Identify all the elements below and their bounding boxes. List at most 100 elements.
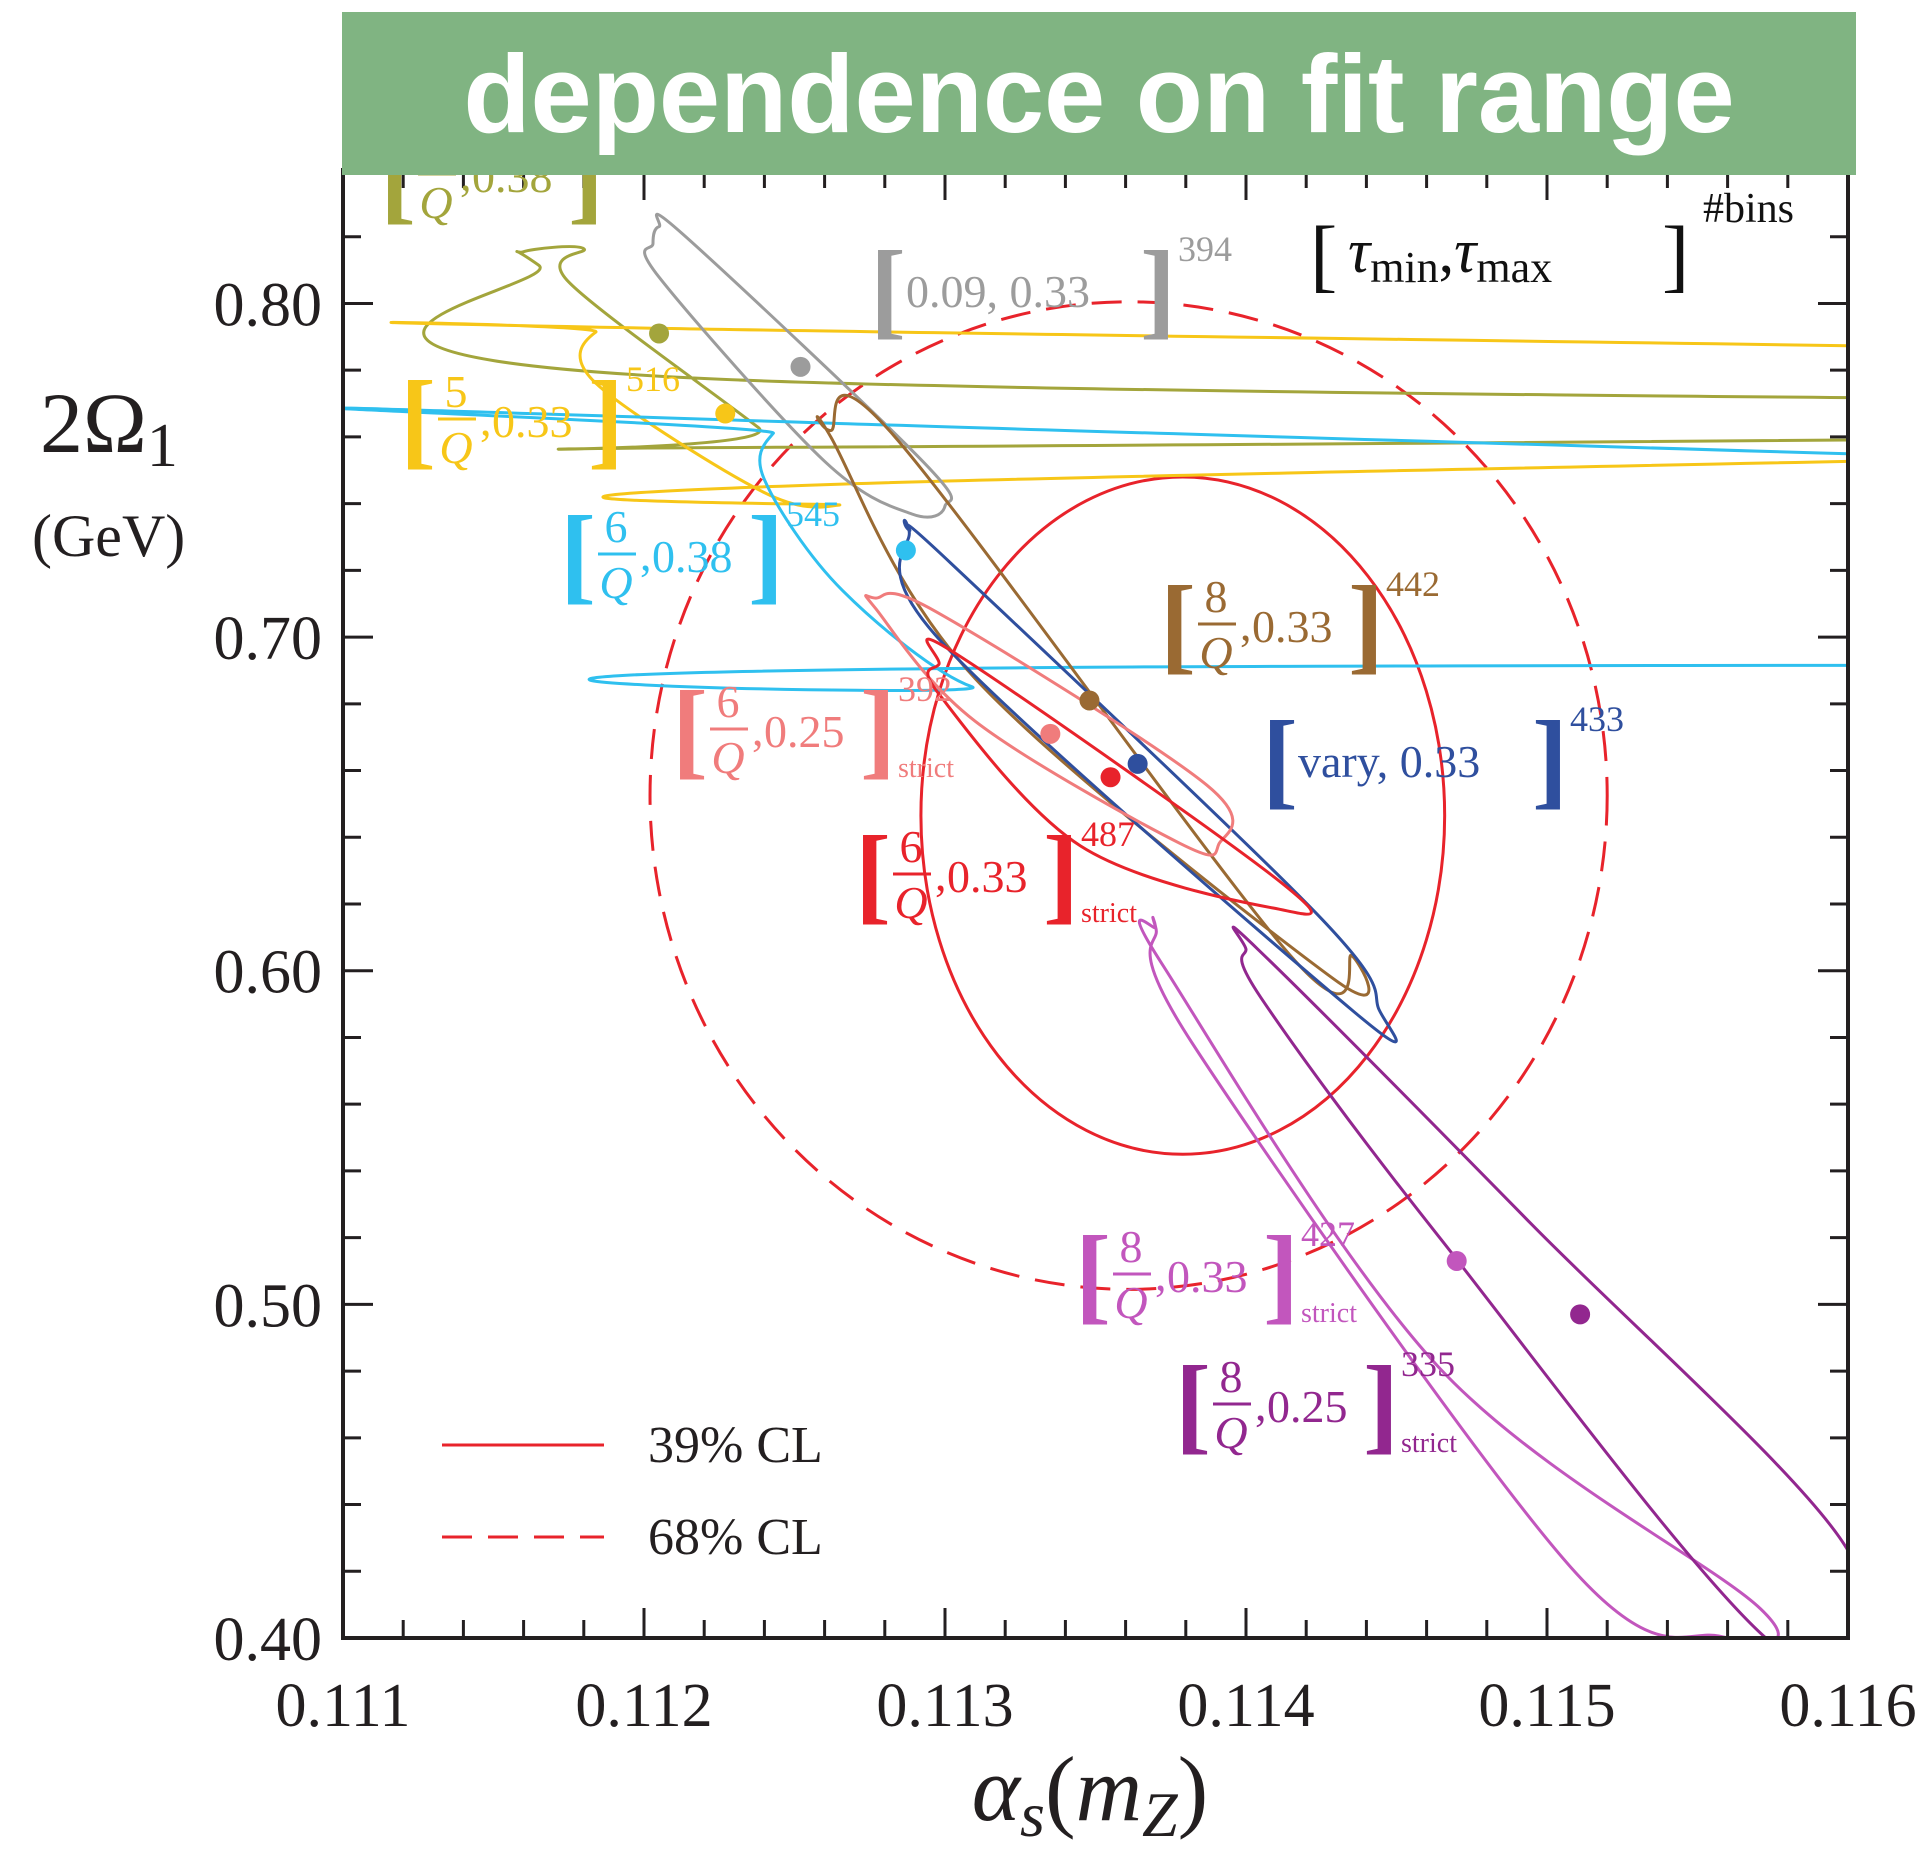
y-axis-unit-label: (GeV): [32, 503, 185, 569]
annotation-7: [6Q, 0.33] 487 strict: [855, 814, 1137, 934]
x-tick-label: 0.113: [876, 1672, 1013, 1740]
x-tick-label: 0.112: [575, 1672, 712, 1740]
annotation-numerator: 6: [605, 501, 628, 552]
contour-series-0: [422, 245, 1848, 451]
annotation-bracket-open: [: [1262, 700, 1298, 819]
confidence-ellipses: [648, 300, 1609, 1291]
annotation-bins: 427: [1301, 1214, 1355, 1254]
legend-label-39: 39% CL: [648, 1417, 823, 1474]
annotation-bracket-close: ]: [588, 360, 624, 479]
y-tick-label: 0.60: [214, 939, 323, 1007]
annotation-strict: strict: [1301, 1298, 1357, 1329]
fit-range-key: [ τmin,τmax ] #bins: [1310, 186, 1794, 300]
annotation-bracket-open: [: [1160, 565, 1196, 684]
annotation-bins: 394: [1178, 229, 1232, 269]
annotation-numerator: 6: [717, 676, 740, 727]
annotation-value: 0.33: [947, 851, 1028, 902]
annotation-comma: ,: [1255, 1379, 1267, 1430]
annotation-bracket-open: [: [560, 495, 596, 614]
annotation-5: [vary, 0.33] 433: [1262, 699, 1624, 819]
x-tick-label: 0.115: [1478, 1672, 1615, 1740]
annotation-value: 0.38: [652, 531, 733, 582]
annotation-comma: ,: [1240, 599, 1252, 650]
center-point-5: [1127, 753, 1148, 774]
annotation-9: [8Q, 0.25] 335 strict: [1175, 1344, 1457, 1464]
legend-label-68: 68% CL: [648, 1509, 823, 1566]
annotation-bins: 335: [1401, 1344, 1455, 1384]
annotation-value: 0.25: [764, 706, 845, 757]
contour-series-2: [643, 212, 954, 519]
annotation-bracket-close: ]: [860, 670, 896, 789]
annotation-bins: 487: [1081, 814, 1135, 854]
annotation-bracket-open: [: [1075, 1215, 1111, 1334]
contour-series-4: [815, 393, 1371, 997]
annotation-bracket-close: ]: [1140, 230, 1176, 349]
annotation-3: [6Q, 0.38] 545: [560, 494, 840, 614]
contour-series-1: [389, 320, 1848, 509]
center-point-0: [649, 323, 670, 344]
y-tick-label: 0.80: [214, 271, 323, 339]
annotation-bracket-open: [: [855, 815, 891, 934]
annotation-bracket-close: ]: [748, 495, 784, 614]
annotation-denominator: Q: [1214, 1407, 1247, 1458]
x-tick-label: 0.111: [276, 1672, 411, 1740]
annotation-comma: ,: [1155, 1249, 1167, 1300]
axis-tick-labels: 0.111 0.112 0.113 0.114 0.115 0.116 0.40 0.50 0.…: [214, 271, 1917, 1740]
contour-series-3: [343, 406, 1848, 692]
chart-title: dependence on fit range: [463, 33, 1734, 156]
y-tick-label: 0.40: [214, 1606, 323, 1674]
annotation-4: [8Q, 0.33] 442: [1160, 564, 1440, 684]
annotation-denominator: Q: [711, 732, 744, 783]
annotation-2: [0.09, 0.33] 394: [870, 229, 1232, 349]
annotation-bracket-close: ]: [1043, 815, 1079, 934]
annotation-bracket-close: ]: [1348, 565, 1384, 684]
annotation-value: 0.09, 0.33: [906, 266, 1090, 317]
annotation-bracket-close: ]: [1363, 1345, 1399, 1464]
annotation-numerator: 5: [445, 366, 468, 417]
series-centers: [649, 323, 1591, 1325]
center-point-2: [790, 356, 811, 377]
legend: 39% CL 68% CL: [442, 1417, 823, 1566]
x-tick-label: 0.114: [1177, 1672, 1314, 1740]
annotation-bracket-open: [: [672, 670, 708, 789]
annotation-numerator: 8: [1120, 1221, 1143, 1272]
annotation-bins: 392: [898, 669, 952, 709]
annotation-value: 0.33: [1252, 601, 1333, 652]
annotation-comma: ,: [640, 529, 652, 580]
annotation-value: 0.25: [1267, 1381, 1348, 1432]
annotation-value: vary, 0.33: [1298, 736, 1480, 787]
center-point-8: [1446, 1250, 1467, 1271]
annotation-denominator: Q: [894, 877, 927, 928]
annotation-denominator: Q: [1199, 627, 1232, 678]
series-annotations: [5Q,0.38]574[5Q,0.33]516[0.09, 0.33]394[…: [380, 114, 1624, 1464]
annotation-bins: 516: [626, 359, 680, 399]
key-bracket-open: [: [1310, 209, 1337, 300]
key-bracket-close: ]: [1662, 209, 1689, 300]
center-point-6: [1040, 723, 1061, 744]
center-point-9: [1570, 1304, 1591, 1325]
annotation-strict: strict: [1081, 898, 1137, 929]
key-sup: #bins: [1703, 186, 1794, 232]
y-tick-label: 0.50: [214, 1272, 323, 1340]
annotation-strict: strict: [1401, 1428, 1457, 1459]
series-contours: [343, 212, 1848, 1638]
annotation-strict: strict: [898, 753, 954, 784]
annotation-numerator: 6: [900, 821, 923, 872]
contour-series-7: [925, 637, 1313, 916]
annotation-bracket-open: [: [870, 230, 906, 349]
title-banner-background: [342, 12, 1856, 175]
annotation-comma: ,: [752, 704, 764, 755]
annotation-comma: ,: [480, 394, 492, 445]
contour-series-6: [864, 591, 1235, 857]
annotation-numerator: 8: [1220, 1351, 1243, 1402]
annotation-numerator: 8: [1205, 571, 1228, 622]
annotation-bins: 442: [1386, 564, 1440, 604]
center-point-4: [1079, 690, 1100, 711]
key-tau-min: τmin,τmax: [1348, 218, 1552, 292]
x-axis-label: αs(mZ): [972, 1738, 1209, 1850]
annotation-8: [8Q, 0.33] 427 strict: [1075, 1214, 1357, 1334]
annotation-bins: 433: [1570, 699, 1624, 739]
ellipse-68-cl: [648, 300, 1609, 1291]
